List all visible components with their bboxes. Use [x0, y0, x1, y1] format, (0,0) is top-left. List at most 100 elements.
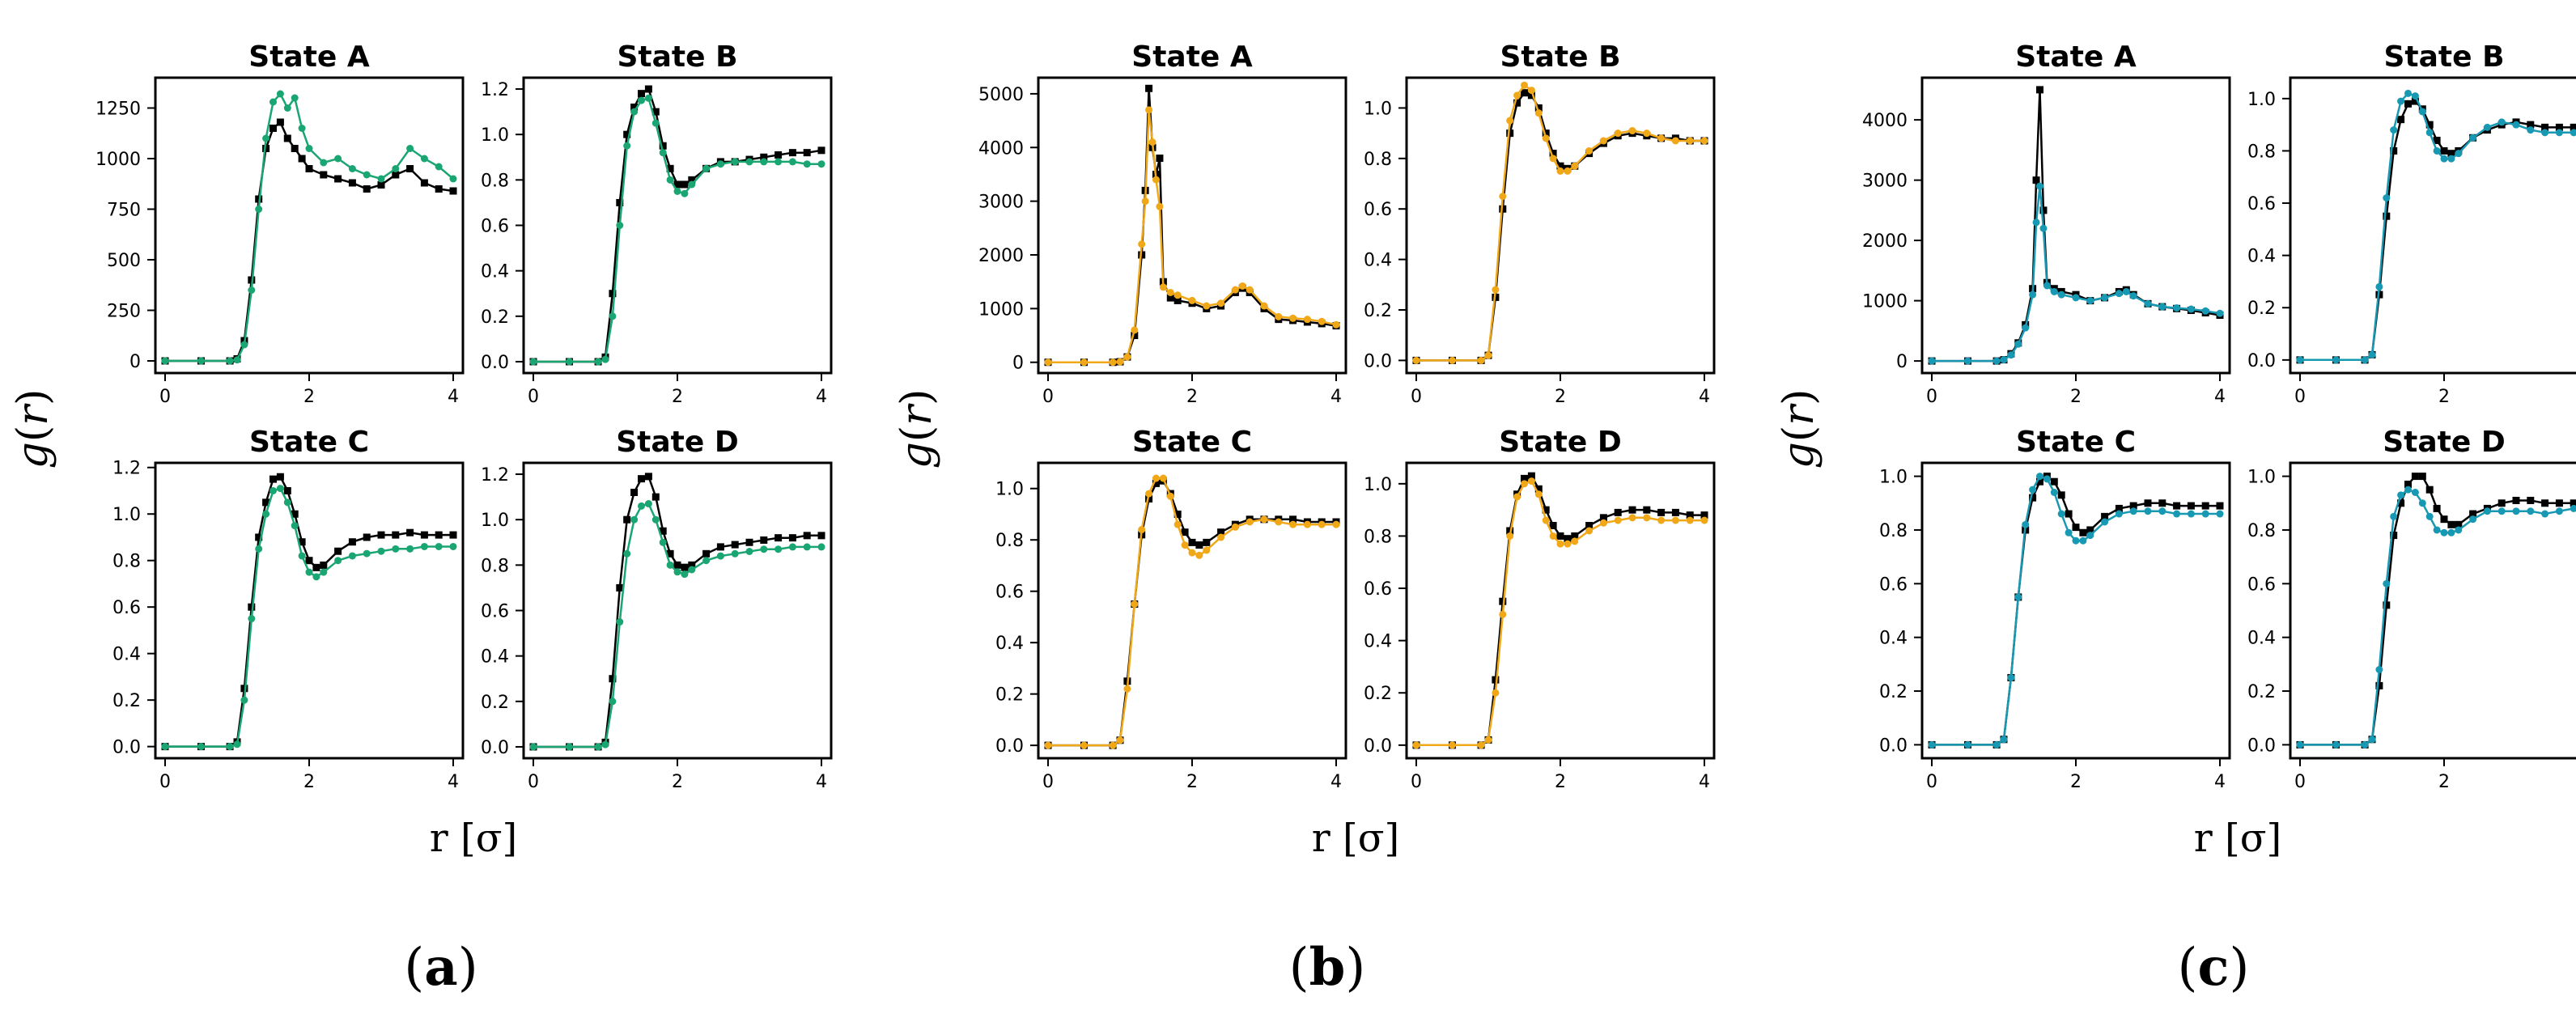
data-point-model: [1700, 137, 1708, 145]
data-point-reference: [305, 165, 313, 172]
data-point-reference: [644, 473, 652, 481]
data-point-model: [2029, 290, 2037, 299]
data-point-reference: [2469, 510, 2477, 518]
data-point-model: [1521, 480, 1528, 488]
data-point-model: [666, 561, 674, 569]
y-tick-label: 1250: [95, 100, 141, 120]
series-line-model: [533, 96, 821, 363]
data-point-reference: [774, 534, 783, 542]
data-point-reference: [1700, 511, 1708, 519]
x-tick-label: 2: [1555, 387, 1566, 407]
data-point-model: [334, 557, 342, 565]
data-point-model: [420, 155, 428, 163]
data-point-model: [745, 158, 753, 166]
data-point-reference: [1534, 104, 1543, 112]
data-point-model: [760, 158, 768, 166]
y-tick-label: 0.6: [481, 217, 509, 237]
data-point-reference: [630, 104, 639, 111]
data-point-reference: [1166, 294, 1174, 302]
panel-title: State C: [1132, 426, 1252, 459]
data-point-model: [1156, 202, 1164, 210]
data-point-reference: [2129, 502, 2137, 510]
data-point-model: [298, 125, 306, 132]
y-tick-label: 0.4: [1364, 251, 1392, 271]
data-point-model: [731, 549, 739, 558]
data-point-model: [1080, 358, 1088, 367]
panels-layer: State A 0 2 4 0 250 500 750 1000 1250 State B 0 2 4 0.…: [95, 40, 2576, 792]
panel-title: State B: [1500, 40, 1620, 74]
data-point-model: [2497, 507, 2506, 515]
data-point-reference: [1671, 508, 1679, 516]
data-point-model: [1571, 162, 1579, 170]
data-point-model: [2404, 486, 2412, 494]
data-point-reference: [774, 151, 783, 159]
data-point-model: [392, 545, 400, 553]
data-point-model: [2497, 118, 2506, 126]
data-point-model: [1152, 176, 1160, 184]
data-point-reference: [1571, 532, 1579, 540]
data-point-model: [305, 145, 313, 152]
data-point-model: [601, 355, 609, 363]
data-point-reference: [609, 675, 617, 683]
data-point-model: [601, 740, 609, 748]
series-line-reference: [1416, 474, 1704, 747]
data-point-model: [1123, 353, 1131, 361]
data-point-reference: [2086, 526, 2094, 534]
panel-c-3: State C 0 2 4 0.0 0.2 0.4 0.6 0.8 1.0: [1879, 426, 2231, 792]
panel-b-2: State B 0 2 4 0.0 0.2 0.4 0.6 0.8 1.0: [1364, 40, 1716, 407]
data-point-model: [2425, 129, 2434, 137]
data-point-model: [248, 286, 256, 294]
data-point-model: [2101, 294, 2109, 302]
data-point-model: [774, 158, 783, 166]
data-point-reference: [1556, 162, 1564, 170]
data-point-model: [1203, 546, 1211, 554]
y-tick-label: 0.2: [995, 685, 1024, 706]
data-point-model: [638, 96, 645, 104]
data-point-reference: [312, 563, 320, 571]
data-point-model: [1628, 514, 1636, 522]
data-point-model: [1499, 193, 1507, 201]
data-point-model: [1599, 519, 1607, 527]
data-point-model: [2072, 536, 2080, 545]
series-line-model: [165, 487, 453, 748]
data-point-reference: [673, 180, 681, 189]
data-point-model: [1506, 532, 1514, 540]
series-line-model: [1048, 109, 1337, 363]
panel-title: State D: [616, 426, 738, 459]
data-point-reference: [2425, 121, 2434, 129]
data-point-reference: [1181, 528, 1189, 536]
y-tick-label: 1.0: [2247, 90, 2276, 110]
x-tick-label: 0: [1926, 772, 1937, 792]
data-point-model: [1556, 540, 1564, 548]
data-point-reference: [291, 145, 299, 152]
series-line-reference: [165, 120, 454, 363]
data-point-model: [594, 358, 602, 366]
x-tick-label: 0: [1411, 387, 1422, 407]
x-tick-label: 4: [1330, 387, 1342, 407]
panel-title: State A: [2015, 40, 2137, 74]
data-point-model: [2158, 507, 2166, 515]
panel-a-2: State B 0 2 4 0.0 0.2 0.4 0.6 0.8 1.0 1.2: [481, 40, 833, 407]
data-point-model: [529, 358, 537, 366]
data-point-reference: [2375, 681, 2383, 689]
data-point-model: [298, 552, 306, 560]
data-point-model: [1173, 291, 1182, 299]
x-tick-label: 2: [303, 772, 315, 792]
series-line-reference: [165, 475, 453, 748]
data-point-model: [731, 158, 739, 166]
x-tick-label: 4: [2214, 387, 2226, 407]
data-point-model: [1671, 516, 1679, 524]
data-point-reference: [1152, 479, 1160, 487]
axes-frame: [1920, 76, 2231, 375]
data-point-model: [2296, 740, 2304, 748]
y-tick-label: 1.0: [2247, 468, 2276, 488]
data-point-model: [2527, 126, 2535, 134]
data-point-reference: [2404, 481, 2412, 489]
data-point-reference: [269, 125, 277, 132]
data-point-reference: [1173, 296, 1182, 304]
data-point-model: [1289, 314, 1297, 322]
data-point-model: [2570, 129, 2576, 137]
data-point-model: [1080, 741, 1088, 749]
x-tick-label: 0: [1042, 387, 1054, 407]
y-tick-label: 0.0: [1364, 736, 1392, 757]
